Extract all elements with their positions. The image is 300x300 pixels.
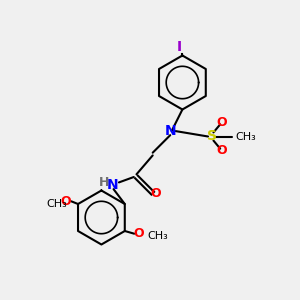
Text: I: I (177, 40, 182, 54)
Text: O: O (216, 143, 227, 157)
Text: O: O (133, 227, 144, 240)
Text: O: O (150, 187, 161, 200)
Text: S: S (207, 130, 217, 143)
Text: N: N (106, 178, 118, 192)
Text: CH₃: CH₃ (46, 199, 67, 209)
Text: CH₃: CH₃ (148, 231, 169, 242)
Text: H: H (99, 176, 109, 189)
Text: O: O (61, 195, 71, 208)
Text: N: N (164, 124, 176, 138)
Text: O: O (216, 116, 227, 130)
Text: CH₃: CH₃ (235, 131, 256, 142)
